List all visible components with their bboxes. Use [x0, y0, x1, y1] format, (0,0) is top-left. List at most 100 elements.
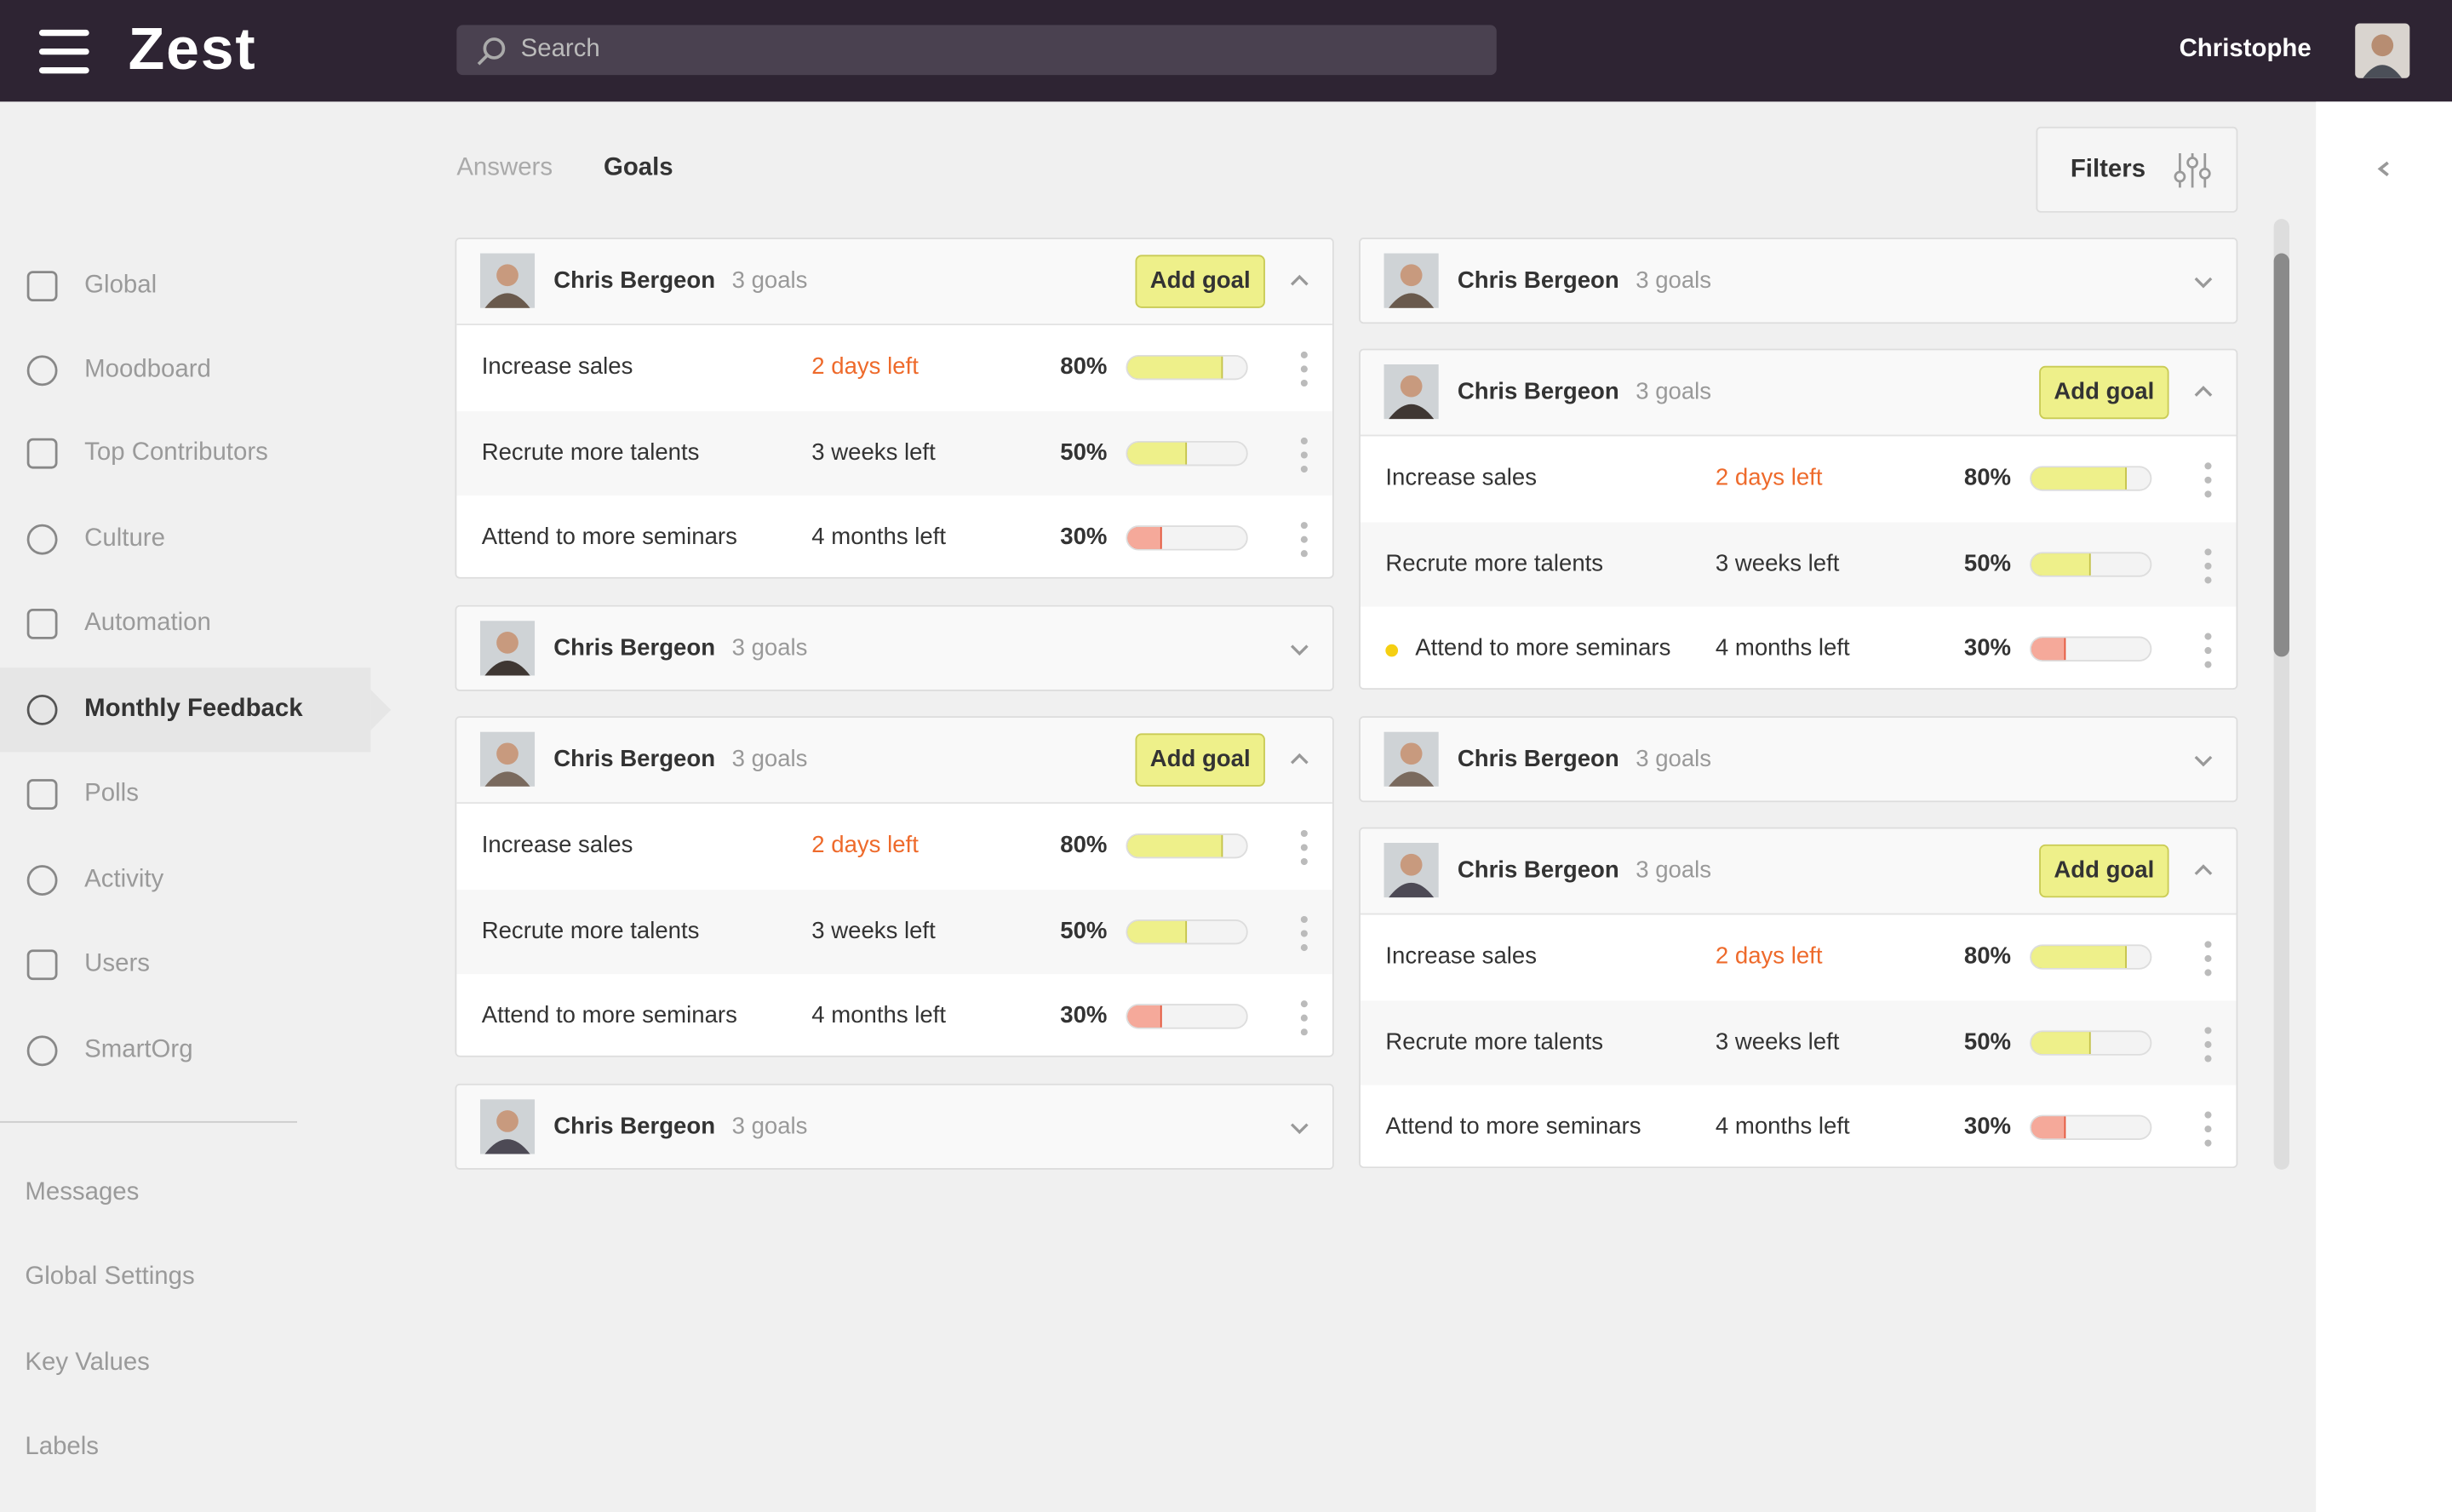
nav-icon: [26, 779, 58, 810]
nav-item[interactable]: Global: [84, 272, 158, 299]
goal-row: Attend to more seminars 4 months left 30%: [456, 495, 1332, 577]
active-item-bg: [0, 667, 371, 753]
more-menu[interactable]: [2202, 940, 2214, 977]
goal-percent: 30%: [1060, 1002, 1108, 1029]
nav-item[interactable]: Polls: [84, 780, 139, 807]
secondary-item[interactable]: Key Values: [25, 1349, 150, 1377]
goal-percent: 30%: [1963, 1113, 2012, 1140]
add-goal-button[interactable]: Add goal: [1135, 733, 1265, 787]
expand-chevron[interactable]: [2194, 751, 2213, 770]
goal-percent: 50%: [1963, 549, 2012, 576]
collapse-icon[interactable]: [2375, 159, 2394, 178]
goal-percent: 80%: [1060, 353, 1108, 381]
goal-deadline: 2 days left: [1715, 464, 1823, 491]
goal-deadline: 3 weeks left: [811, 917, 936, 944]
tab[interactable]: Answers: [456, 154, 553, 182]
secondary-item[interactable]: Labels: [25, 1434, 100, 1461]
more-menu[interactable]: [1298, 350, 1310, 387]
collapse-chevron[interactable]: [2194, 862, 2213, 880]
nav-item[interactable]: Moodboard: [84, 356, 211, 384]
status-dot: [1385, 644, 1399, 657]
collapse-chevron[interactable]: [1290, 272, 1309, 291]
goal-title: Increase sales: [481, 832, 633, 859]
nav-icon: [26, 694, 58, 725]
progress-bar: [1126, 1004, 1248, 1029]
more-menu[interactable]: [2202, 1025, 2214, 1062]
filters-icon: [2174, 153, 2211, 188]
goal-card: Chris Bergeon 3 goals Add goal Increase sal…: [1359, 827, 2238, 1169]
more-menu[interactable]: [2202, 461, 2214, 499]
card-header: [456, 1085, 1332, 1169]
goal-card: Chris Bergeon 3 goals Add goal Increase sal…: [455, 716, 1334, 1057]
more-menu[interactable]: [1298, 436, 1310, 473]
avatar: [1384, 364, 1439, 420]
sidebar-divider: [0, 1120, 297, 1123]
goal-deadline: 4 months left: [1715, 1113, 1850, 1140]
nav-item[interactable]: Activity: [84, 866, 164, 893]
progress-bar: [1126, 354, 1248, 381]
goal-title: Increase sales: [1385, 464, 1537, 491]
goals-count: 3 goals: [731, 634, 808, 662]
nav-item[interactable]: SmartOrg: [84, 1036, 193, 1063]
goal-deadline: 3 weeks left: [811, 438, 936, 466]
person-name: Chris Bergeon: [553, 746, 716, 773]
collapse-chevron[interactable]: [1290, 751, 1309, 770]
expand-chevron[interactable]: [2194, 272, 2213, 291]
more-menu[interactable]: [1298, 914, 1310, 952]
filters-button[interactable]: Filters: [2036, 126, 2238, 213]
nav-item[interactable]: Top Contributors: [84, 439, 268, 467]
progress-bar: [1126, 440, 1248, 466]
more-menu[interactable]: [1298, 521, 1310, 558]
progress-fill: [1127, 919, 1188, 942]
add-goal-button[interactable]: Add goal: [2039, 844, 2169, 898]
goal-title: Increase sales: [481, 353, 633, 381]
nav-icon: [26, 949, 58, 981]
more-menu[interactable]: [2202, 632, 2214, 669]
goal-row: Recrute more talents 3 weeks left 50%: [456, 410, 1332, 496]
more-menu[interactable]: [1298, 999, 1310, 1037]
nav-item[interactable]: Monthly Feedback: [84, 696, 303, 723]
progress-fill: [1127, 834, 1224, 857]
avatar: [479, 1099, 536, 1154]
secondary-item[interactable]: Global Settings: [25, 1263, 195, 1291]
goals-count: 3 goals: [1636, 856, 1712, 884]
nav-item[interactable]: Culture: [84, 525, 165, 553]
more-menu[interactable]: [2202, 1110, 2214, 1148]
goal-title: Attend to more seminars: [1415, 634, 1671, 662]
more-menu[interactable]: [1298, 828, 1310, 866]
nav-icon: [26, 355, 58, 387]
collapse-chevron[interactable]: [2194, 383, 2213, 402]
tab-active[interactable]: Goals: [603, 154, 673, 182]
progress-bar: [1126, 833, 1248, 859]
avatar: [479, 621, 536, 676]
menu-icon[interactable]: [37, 25, 90, 77]
search-box[interactable]: Search: [456, 25, 1497, 76]
nav-icon: [26, 271, 58, 302]
progress-fill: [2031, 553, 2091, 576]
person-name: Chris Bergeon: [553, 1113, 716, 1140]
goal-title: Recrute more talents: [481, 438, 700, 466]
goal-deadline: 4 months left: [1715, 634, 1850, 662]
goal-row: Increase sales 2 days left 80%: [456, 804, 1332, 890]
goal-row: Increase sales 2 days left 80%: [456, 325, 1332, 411]
goal-title: Increase sales: [1385, 942, 1537, 970]
add-goal-button[interactable]: Add goal: [1135, 255, 1265, 308]
expand-chevron[interactable]: [1290, 1118, 1309, 1137]
progress-fill: [1127, 1005, 1163, 1028]
nav-item[interactable]: Users: [84, 950, 150, 977]
secondary-item[interactable]: Messages: [25, 1178, 140, 1206]
more-menu[interactable]: [2202, 547, 2214, 584]
goal-deadline: 4 months left: [811, 1002, 947, 1029]
goal-deadline: 3 weeks left: [1715, 1028, 1840, 1055]
goal-title: Attend to more seminars: [481, 1002, 737, 1029]
goal-row: Increase sales 2 days left 80%: [1360, 436, 2237, 522]
person-name: Chris Bergeon: [1457, 378, 1619, 405]
nav-item[interactable]: Automation: [84, 610, 211, 637]
expand-chevron[interactable]: [1290, 639, 1309, 658]
card-header: [1360, 239, 2237, 323]
add-goal-button[interactable]: Add goal: [2039, 365, 2169, 420]
progress-fill: [2031, 946, 2128, 968]
goal-title: Recrute more talents: [1385, 1028, 1604, 1055]
filters-label: Filters: [2070, 156, 2146, 183]
goal-card: Chris Bergeon 3 goals: [1359, 716, 2238, 803]
